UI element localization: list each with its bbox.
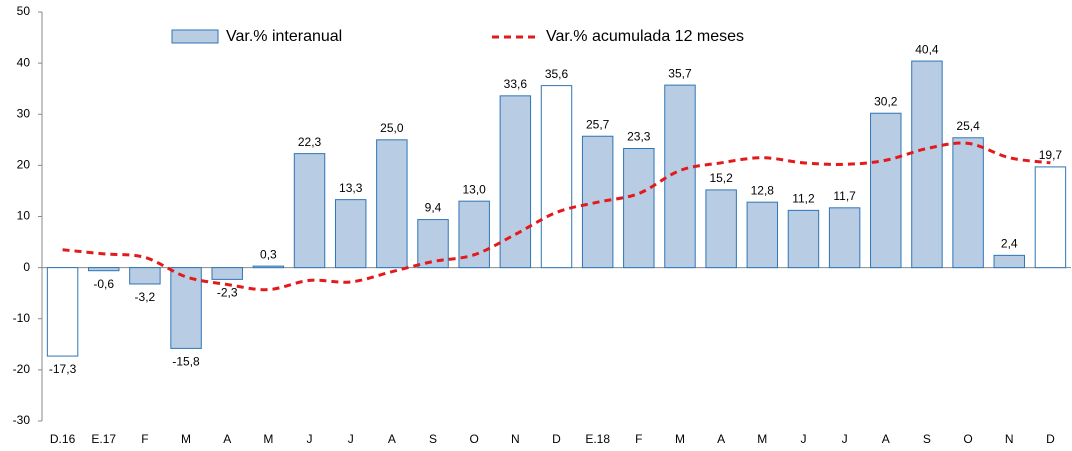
bar	[952, 137, 984, 269]
value-label: 13,3	[339, 181, 363, 195]
value-label: 35,7	[668, 66, 692, 80]
legend-swatch	[171, 29, 219, 44]
y-tick-label: 50	[17, 4, 31, 18]
x-tick-label: N	[1005, 432, 1014, 446]
bar	[870, 112, 902, 269]
bar	[623, 148, 655, 269]
x-tick-label: J	[800, 432, 806, 446]
value-label: 2,4	[1001, 237, 1018, 251]
x-tick-label: M	[263, 432, 273, 446]
value-label: 25,4	[956, 119, 980, 133]
bar	[705, 189, 737, 269]
value-label: -3,2	[135, 290, 156, 304]
value-label: 40,4	[915, 42, 939, 56]
y-tick-label: 0	[23, 260, 30, 274]
value-label: 30,2	[874, 94, 898, 108]
x-tick-label: J	[348, 432, 354, 446]
value-label: -0,6	[93, 277, 114, 291]
bar	[129, 267, 161, 285]
x-tick-label: E.17	[91, 432, 116, 446]
y-tick-label: -10	[13, 311, 31, 325]
value-label: 13,0	[463, 182, 487, 196]
y-tick-label: -20	[13, 362, 31, 376]
bar	[993, 254, 1025, 269]
value-label: 25,7	[586, 117, 610, 131]
x-tick-label: D.16	[50, 432, 76, 446]
x-tick-label: A	[882, 432, 890, 446]
x-tick-label: J	[842, 432, 848, 446]
y-tick-label: 10	[17, 209, 31, 223]
bar	[746, 201, 779, 269]
x-tick-label: M	[757, 432, 767, 446]
bar	[499, 95, 532, 269]
bar	[787, 209, 820, 269]
value-label: 19,7	[1039, 148, 1063, 162]
x-tick-label: E.18	[585, 432, 610, 446]
value-label: 0,3	[260, 247, 277, 261]
bar	[211, 267, 243, 280]
line	[62, 141, 1051, 292]
value-label: 12,8	[751, 183, 775, 197]
bar	[170, 267, 202, 349]
x-tick-label: A	[388, 432, 396, 446]
x-tick-label: A	[717, 432, 725, 446]
value-label: 22,3	[298, 135, 322, 149]
y-tick-label: 30	[17, 106, 31, 120]
value-label: 15,2	[709, 171, 733, 185]
bar	[911, 60, 943, 269]
bar	[88, 267, 120, 272]
bar	[46, 267, 79, 357]
bar	[293, 153, 326, 269]
x-tick-label: N	[511, 432, 520, 446]
x-tick-label: J	[307, 432, 313, 446]
value-label: 23,3	[627, 130, 651, 144]
legend-label: Var.% acumulada 12 meses	[546, 28, 744, 45]
value-label: -15,8	[172, 355, 200, 369]
bar	[252, 265, 285, 269]
x-tick-label: O	[963, 432, 972, 446]
value-label: 35,6	[545, 67, 569, 81]
legend-label: Var.% interanual	[226, 28, 342, 45]
y-tick-label: 20	[17, 158, 31, 172]
value-label: 11,2	[792, 192, 815, 206]
value-label: 25,0	[380, 121, 404, 135]
bar	[664, 84, 696, 269]
y-tick-label: -30	[13, 413, 31, 427]
x-tick-label: F	[635, 432, 642, 446]
bar	[334, 199, 367, 269]
x-tick-label: S	[429, 432, 437, 446]
bar	[376, 139, 408, 269]
x-tick-label: F	[141, 432, 148, 446]
y-tick-label: 40	[17, 55, 31, 69]
value-label: 11,7	[833, 189, 856, 203]
bar	[828, 207, 861, 269]
value-label: -17,3	[49, 362, 77, 376]
value-label: -2,3	[217, 286, 238, 300]
x-tick-label: M	[181, 432, 191, 446]
x-tick-label: S	[923, 432, 931, 446]
x-tick-label: M	[675, 432, 685, 446]
x-tick-label: A	[223, 432, 231, 446]
x-tick-label: D	[552, 432, 561, 446]
x-tick-label: O	[470, 432, 479, 446]
value-label: 9,4	[425, 201, 442, 215]
bar	[540, 85, 573, 269]
value-label: 33,6	[504, 77, 528, 91]
x-tick-label: D	[1046, 432, 1055, 446]
bar	[1034, 166, 1067, 269]
